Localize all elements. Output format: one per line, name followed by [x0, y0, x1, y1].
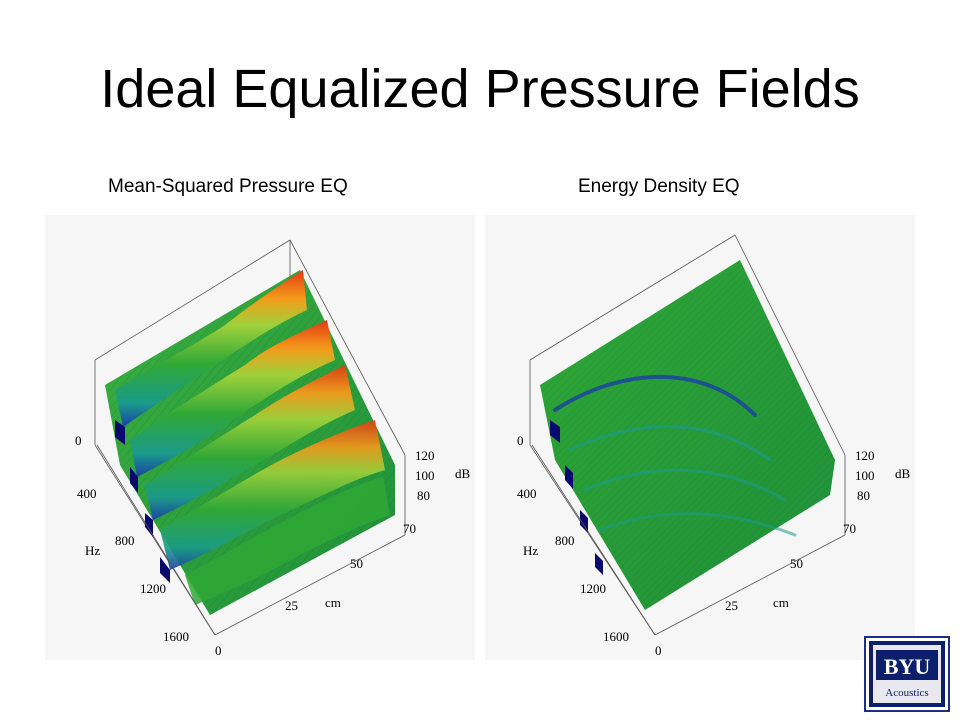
freq-axis-label: Hz	[523, 543, 538, 558]
pressure-field-plot-mean-squared: 0 400 800 1200 1600 Hz 0 25 50 70 cm 120…	[45, 215, 475, 660]
pos-axis-label: cm	[773, 595, 789, 610]
freq-tick-0: 0	[517, 433, 524, 448]
freq-tick-1600: 1600	[603, 629, 629, 644]
freq-tick-400: 400	[517, 486, 537, 501]
level-tick-100: 100	[855, 468, 875, 483]
level-tick-80: 80	[417, 488, 430, 503]
surface-edge	[115, 420, 170, 583]
freq-tick-0: 0	[75, 433, 82, 448]
pos-tick-0: 0	[215, 643, 222, 658]
slide-title: Ideal Equalized Pressure Fields	[100, 59, 860, 119]
level-axis-label: dB	[455, 466, 471, 481]
pressure-field-plot-energy-density: 0 400 800 1200 1600 Hz 0 25 50 70 cm 120…	[485, 215, 915, 660]
freq-tick-1200: 1200	[140, 581, 166, 596]
level-tick-120: 120	[415, 448, 435, 463]
freq-tick-800: 800	[555, 533, 575, 548]
level-tick-100: 100	[415, 468, 435, 483]
surface-edge	[550, 420, 603, 575]
logo-wordmark: BYU	[884, 654, 931, 679]
freq-tick-400: 400	[77, 486, 97, 501]
level-axis-label: dB	[895, 466, 911, 481]
pos-tick-25: 25	[285, 598, 298, 613]
level-tick-80: 80	[857, 488, 870, 503]
freq-tick-800: 800	[115, 533, 135, 548]
subtitle-mean-squared: Mean-Squared Pressure EQ	[108, 176, 348, 197]
freq-tick-1600: 1600	[163, 629, 189, 644]
pos-tick-50: 50	[350, 556, 363, 571]
freq-axis-label: Hz	[85, 543, 100, 558]
subtitle-energy-density: Energy Density EQ	[578, 176, 740, 197]
level-tick-120: 120	[855, 448, 875, 463]
pos-tick-25: 25	[725, 598, 738, 613]
surface-ridges	[115, 270, 390, 605]
pos-tick-70: 70	[403, 521, 416, 536]
pos-tick-50: 50	[790, 556, 803, 571]
surface-arcs	[553, 374, 797, 537]
byu-acoustics-logo: BYU Acoustics	[864, 636, 950, 712]
pos-tick-70: 70	[843, 521, 856, 536]
pos-tick-0: 0	[655, 643, 662, 658]
logo-subtext: Acoustics	[885, 687, 928, 699]
pos-axis-label: cm	[325, 595, 341, 610]
freq-tick-1200: 1200	[580, 581, 606, 596]
